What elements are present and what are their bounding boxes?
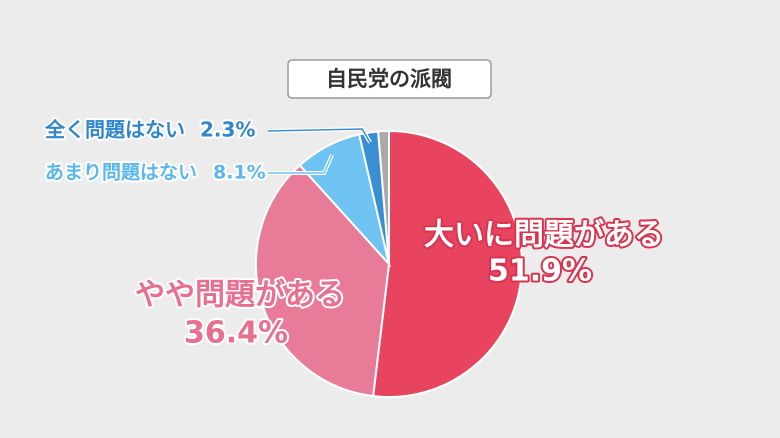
- pie-slice: [255, 163, 391, 398]
- pie-slice: [372, 129, 523, 398]
- category-label: やや問題がある: [135, 278, 345, 313]
- category-label: 全く問題はない: [44, 118, 185, 142]
- title-box: [287, 59, 492, 99]
- category-label: 大いに問題がある: [424, 218, 664, 253]
- value-label: 36.4%: [184, 316, 288, 351]
- pie-slice: [377, 129, 390, 265]
- value-label: 8.1%: [213, 162, 266, 184]
- value-label: 51.9%: [488, 254, 592, 289]
- chart-title: 自民党の派閥: [326, 67, 452, 91]
- category-label: あまり問題はない: [45, 162, 197, 184]
- leader-line: [268, 154, 333, 174]
- leader-line: [267, 128, 371, 143]
- value-label: 2.3%: [200, 118, 255, 142]
